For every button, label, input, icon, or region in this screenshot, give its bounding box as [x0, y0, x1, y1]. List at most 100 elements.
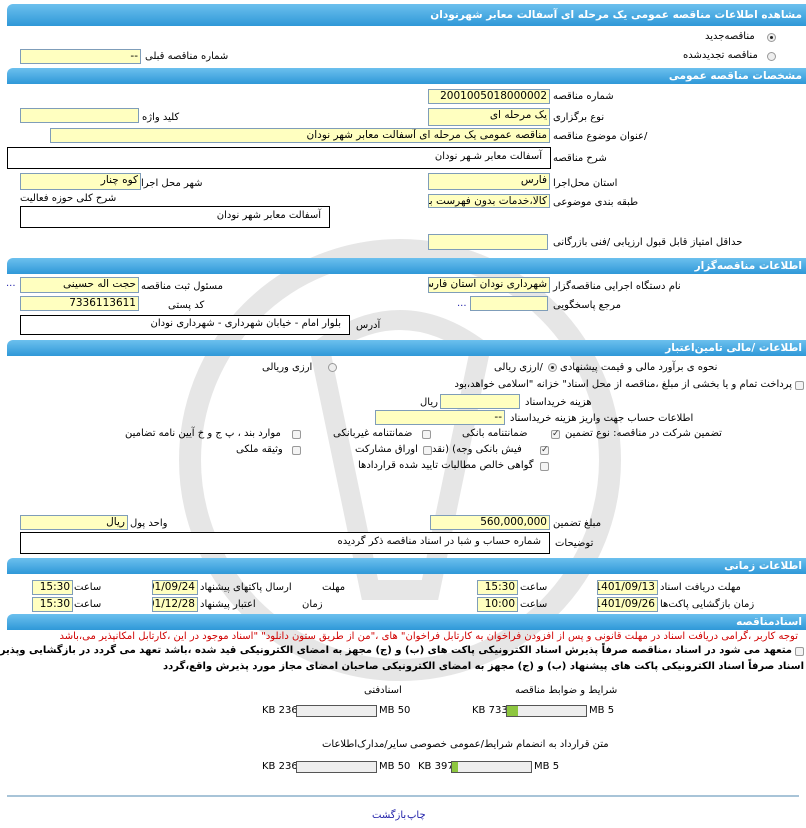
guarantee-property-checkbox[interactable] [292, 446, 301, 455]
registrar-more-button[interactable]: ... [6, 278, 16, 289]
file-contract-progress [451, 761, 532, 773]
file-contract-size: 397 KB [418, 761, 454, 772]
guarantee-bank-label: ضمانتنامه بانکی [462, 428, 528, 439]
commitment-checkbox[interactable] [795, 647, 804, 656]
estimate-label: نحوه ی برآورد مالی و قیمت پیشنهادی [560, 362, 718, 373]
send-deadline-label-b: ارسال پاکتهای پیشنهاد [200, 582, 292, 593]
guarantee-regulation-label: موارد بند ، پ ج و خ آیین نامه تضامین [125, 428, 281, 439]
validity-time-label: ساعت [74, 599, 102, 610]
radio-fx-rial-label: ارزی وریالی [262, 362, 313, 373]
guarantee-bank-checkbox[interactable]: ✓ [551, 429, 560, 439]
opening-time-label: ساعت [520, 599, 548, 610]
activity-label: شرح کلی حوزه فعالیت [20, 193, 117, 204]
validity-date-field[interactable]: 1401/12/28 [152, 597, 198, 612]
category-label: طبقه بندی موضوعی [553, 197, 639, 208]
account-label: اطلاعات حساب جهت واریز هزینه خریداسناد [510, 413, 694, 424]
description-box: آسفالت معابر شـهر نودان [7, 147, 551, 169]
send-deadline-time-field[interactable]: 15:30 [32, 580, 73, 595]
description-label: شرح مناقصه [553, 153, 607, 164]
reference-more-button[interactable]: ... [457, 298, 467, 309]
download-warning: توجه کاربر ،گرامی دریافت اسناد در مهلت ق… [59, 631, 798, 642]
commitment-line-1: متعهد می شود در اسناد ،مناقصه صرفاً پذیر… [0, 645, 792, 656]
province-label: استان محل‌اجرا [553, 178, 618, 189]
file-other-progress [296, 761, 377, 773]
radio-rial[interactable] [548, 363, 557, 372]
opening-date-field[interactable]: 1401/09/26 [597, 597, 658, 612]
postal-code-field[interactable]: 7336113611 [20, 296, 139, 311]
guarantee-amount-label: مبلغ تضمین [553, 518, 602, 529]
footer-divider [7, 795, 799, 797]
file-other-max: 50 MB [379, 761, 411, 772]
holding-type-label: نوع برگزاری [553, 112, 605, 123]
guarantee-nonbank-checkbox[interactable] [422, 430, 431, 439]
guarantee-cash-label: فیش بانکی وجه) (نقد [432, 444, 522, 455]
opening-time-field[interactable]: 10:00 [477, 597, 518, 612]
org-label: نام دستگاه اجرایی مناقصه‌گزار [553, 281, 681, 292]
registrar-field[interactable]: حجت اله حسینی [20, 277, 139, 293]
file-technical-progress [296, 705, 377, 717]
doc-deadline-label: مهلت دریافت اسناد [660, 582, 741, 593]
guarantee-bonds-label: اوراق مشارکت [355, 444, 418, 455]
guarantee-certificate-checkbox[interactable] [540, 462, 549, 471]
print-link[interactable]: چاپ [407, 810, 426, 821]
file-conditions-max: 5 MB [589, 705, 615, 716]
currency-field[interactable]: ریال [20, 515, 128, 530]
city-field[interactable]: کوه چنار [20, 173, 141, 190]
currency-label: واحد پول [130, 518, 168, 529]
guarantee-property-label: وثیقه ملکی [236, 444, 283, 455]
category-field[interactable]: کالا،خدمات بدون فهرست بها [428, 194, 550, 208]
radio-new-tender-label: مناقصه‌جدید [705, 31, 755, 42]
send-deadline-date-field[interactable]: 1401/09/24 [152, 580, 198, 595]
prev-tender-number-label: شماره مناقصه قبلی [145, 51, 229, 62]
guarantee-bonds-checkbox[interactable] [423, 446, 432, 455]
reference-field[interactable] [470, 296, 548, 311]
prev-tender-number-field[interactable]: -- [20, 49, 141, 64]
guarantee-nonbank-label: ضمانتنامه غیربانکی [333, 428, 413, 439]
treasury-checkbox[interactable] [795, 381, 804, 390]
doc-deadline-time-field[interactable]: 15:30 [477, 580, 518, 595]
file-contract-label: متن قرارداد به انضمام شرایط/عمومی خصوصی [410, 739, 609, 750]
account-field[interactable]: -- [375, 410, 505, 425]
city-label: شهر محل اجرا [141, 178, 203, 189]
province-field[interactable]: فارس [428, 173, 550, 190]
registrar-label: مسئول ثبت مناقصه [141, 281, 223, 292]
validity-time-field[interactable]: 15:30 [32, 597, 73, 612]
file-conditions-label: شرایط و ضوابط مناقصه [515, 685, 618, 696]
address-box: بلوار امام - خیابان شهرداری - شهرداری نو… [20, 315, 350, 335]
guarantee-certificate-label: گواهی خالص مطالبات تایید شده قراردادها [358, 460, 534, 471]
radio-renewed-tender[interactable] [767, 52, 776, 61]
back-link[interactable]: بازگشت [372, 810, 407, 821]
file-conditions-size: 733 KB [472, 705, 508, 716]
file-conditions-progress [506, 705, 587, 717]
section-documents-title: اسنادمناقصه [736, 616, 802, 628]
doc-deadline-time-label: ساعت [520, 582, 548, 593]
keyword-label: کلید واژه [142, 112, 180, 123]
guarantee-cash-checkbox[interactable]: ✓ [540, 445, 549, 455]
activity-box: آسفالت معابر شهر نودان [20, 206, 330, 228]
min-score-label: حداقل امتیاز قابل قبول ارزیابی /فنی بازر… [553, 237, 743, 248]
notes-box: شماره حساب و شبا در اسناد مناقصه ذکر گرد… [20, 532, 550, 554]
holding-type-field[interactable]: یک مرحله ای [428, 108, 550, 126]
tender-number-field[interactable]: 2001005018000002 [428, 89, 550, 104]
doc-deadline-date-field[interactable]: 1401/09/13 [597, 580, 658, 595]
min-score-field[interactable] [428, 234, 548, 250]
address-label: آدرس [356, 320, 381, 331]
file-technical-label: اسنادفنی [364, 685, 402, 696]
guarantee-amount-field[interactable]: 560,000,000 [430, 515, 550, 530]
section-organizer: اطلاعات مناقصه‌گزار [7, 258, 806, 274]
file-other-label: سایر/مدارک‌اطلاعات [322, 739, 408, 750]
validity-label-a: زمان [302, 599, 323, 610]
radio-new-tender[interactable] [767, 33, 776, 42]
radio-fx-rial[interactable] [328, 363, 337, 372]
file-conditions-progress-fill [507, 706, 519, 716]
file-technical-max: 50 MB [379, 705, 411, 716]
section-finance-title: اطلاعات /مالی تامین‌اعتبار [665, 342, 802, 354]
keyword-field[interactable] [20, 108, 139, 123]
page-title: مشاهده اطلاعات مناقصه عمومی یک مرحله ای … [7, 4, 806, 26]
send-deadline-label-a: مهلت [322, 582, 346, 593]
org-field[interactable]: شهرداری نودان استان فارس [428, 277, 550, 293]
subject-field[interactable]: مناقصه عمومی یک مرحله ای آسفالت معابر شه… [50, 128, 550, 143]
guarantee-regulation-checkbox[interactable] [292, 430, 301, 439]
reference-label: مرجع پاسخگویی [553, 300, 622, 311]
doc-fee-field[interactable] [440, 394, 520, 409]
